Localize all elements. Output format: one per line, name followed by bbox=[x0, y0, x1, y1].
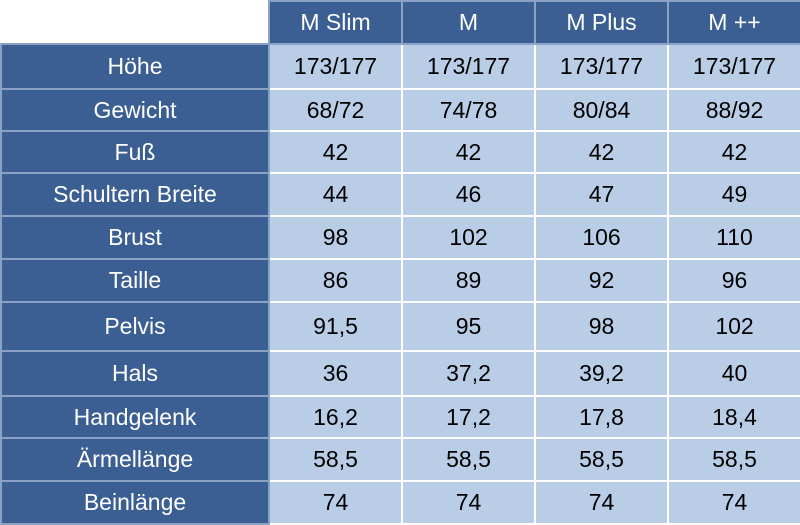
table-cell: 36 bbox=[268, 350, 403, 397]
column-header: M Plus bbox=[534, 0, 669, 45]
row-label: Taille bbox=[0, 258, 270, 303]
row-label: Handgelenk bbox=[0, 395, 270, 439]
table-cell: 102 bbox=[401, 215, 536, 260]
table-row: Beinlänge 74 74 74 74 bbox=[0, 480, 800, 525]
table-cell: 42 bbox=[534, 130, 669, 174]
table-cell: 98 bbox=[534, 301, 669, 352]
table-row: Hals 36 37,2 39,2 40 bbox=[0, 350, 800, 397]
table-cell: 74 bbox=[268, 480, 403, 525]
table-cell: 42 bbox=[401, 130, 536, 174]
table-cell: 88/92 bbox=[667, 88, 800, 132]
row-label: Ärmellänge bbox=[0, 437, 270, 482]
table-cell: 42 bbox=[667, 130, 800, 174]
table-cell: 106 bbox=[534, 215, 669, 260]
table-cell: 58,5 bbox=[667, 437, 800, 482]
table-cell: 49 bbox=[667, 172, 800, 217]
table-cell: 173/177 bbox=[667, 43, 800, 90]
table-cell: 86 bbox=[268, 258, 403, 303]
row-label: Höhe bbox=[0, 43, 270, 90]
table-cell: 173/177 bbox=[534, 43, 669, 90]
table-cell: 110 bbox=[667, 215, 800, 260]
table-cell: 46 bbox=[401, 172, 536, 217]
table-cell: 95 bbox=[401, 301, 536, 352]
table-cell: 74 bbox=[534, 480, 669, 525]
table-cell: 74 bbox=[401, 480, 536, 525]
table-row: Schultern Breite 44 46 47 49 bbox=[0, 172, 800, 217]
row-label: Brust bbox=[0, 215, 270, 260]
table-cell: 96 bbox=[667, 258, 800, 303]
header-row: M Slim M M Plus M ++ bbox=[1, 0, 800, 45]
table-row: Pelvis 91,5 95 98 102 bbox=[0, 301, 800, 352]
table-row: Gewicht 68/72 74/78 80/84 88/92 bbox=[0, 88, 800, 132]
table-cell: 17,8 bbox=[534, 395, 669, 439]
corner bbox=[1, 1, 269, 44]
table-row: Fuß 42 42 42 42 bbox=[0, 130, 800, 174]
table-cell: 89 bbox=[401, 258, 536, 303]
table-cell: 98 bbox=[268, 215, 403, 260]
column-header: M bbox=[401, 0, 536, 45]
table-cell: 58,5 bbox=[401, 437, 536, 482]
table-row: Handgelenk 16,2 17,2 17,8 18,4 bbox=[0, 395, 800, 439]
column-header: M Slim bbox=[268, 0, 403, 45]
row-label: Fuß bbox=[0, 130, 270, 174]
table-row: Ärmellänge 58,5 58,5 58,5 58,5 bbox=[0, 437, 800, 482]
row-label: Schultern Breite bbox=[0, 172, 270, 217]
table-cell: 58,5 bbox=[534, 437, 669, 482]
row-label: Hals bbox=[0, 350, 270, 397]
table-cell: 37,2 bbox=[401, 350, 536, 397]
table-cell: 40 bbox=[667, 350, 800, 397]
table-row: Höhe 173/177 173/177 173/177 173/177 bbox=[0, 43, 800, 90]
table-cell: 173/177 bbox=[401, 43, 536, 90]
table-cell: 18,4 bbox=[667, 395, 800, 439]
table-cell: 58,5 bbox=[268, 437, 403, 482]
table-row: Brust 98 102 106 110 bbox=[0, 215, 800, 260]
row-label: Gewicht bbox=[0, 88, 270, 132]
table-cell: 173/177 bbox=[268, 43, 403, 90]
table-cell: 91,5 bbox=[268, 301, 403, 352]
table-cell: 47 bbox=[534, 172, 669, 217]
table-cell: 68/72 bbox=[268, 88, 403, 132]
table-cell: 92 bbox=[534, 258, 669, 303]
table-row: Taille 86 89 92 96 bbox=[0, 258, 800, 303]
table-cell: 16,2 bbox=[268, 395, 403, 439]
table-cell: 74 bbox=[667, 480, 800, 525]
table-cell: 44 bbox=[268, 172, 403, 217]
table-cell: 42 bbox=[268, 130, 403, 174]
table-cell: 74/78 bbox=[401, 88, 536, 132]
column-header: M ++ bbox=[667, 0, 800, 45]
row-label: Beinlänge bbox=[0, 480, 270, 525]
row-label: Pelvis bbox=[0, 301, 270, 352]
table-cell: 102 bbox=[667, 301, 800, 352]
table-cell: 39,2 bbox=[534, 350, 669, 397]
table-cell: 17,2 bbox=[401, 395, 536, 439]
table-cell: 80/84 bbox=[534, 88, 669, 132]
